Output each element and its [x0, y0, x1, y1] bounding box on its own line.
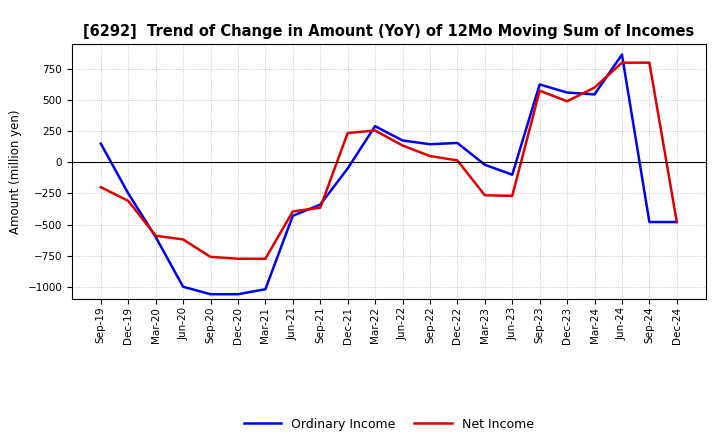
Ordinary Income — [672, 220, 681, 225]
Ordinary Income — [233, 292, 242, 297]
Title: [6292]  Trend of Change in Amount (YoY) of 12Mo Moving Sum of Incomes: [6292] Trend of Change in Amount (YoY) o… — [84, 24, 694, 39]
Net Income — [480, 193, 489, 198]
Net Income — [672, 220, 681, 225]
Ordinary Income — [590, 92, 599, 97]
Net Income — [398, 143, 407, 148]
Ordinary Income — [343, 166, 352, 171]
Net Income — [206, 254, 215, 260]
Ordinary Income — [563, 90, 572, 95]
Ordinary Income — [124, 191, 132, 196]
Net Income — [289, 209, 297, 214]
Ordinary Income — [398, 138, 407, 143]
Net Income — [151, 233, 160, 238]
Net Income — [645, 60, 654, 65]
Ordinary Income — [96, 141, 105, 146]
Ordinary Income — [645, 220, 654, 225]
Net Income — [453, 158, 462, 163]
Y-axis label: Amount (million yen): Amount (million yen) — [9, 110, 22, 234]
Net Income — [508, 193, 516, 198]
Ordinary Income — [426, 142, 434, 147]
Net Income — [426, 154, 434, 159]
Line: Ordinary Income: Ordinary Income — [101, 55, 677, 294]
Ordinary Income — [316, 202, 325, 207]
Ordinary Income — [480, 162, 489, 167]
Net Income — [536, 88, 544, 93]
Ordinary Income — [536, 82, 544, 87]
Net Income — [563, 99, 572, 104]
Legend: Ordinary Income, Net Income: Ordinary Income, Net Income — [239, 413, 539, 436]
Ordinary Income — [261, 286, 270, 292]
Net Income — [343, 130, 352, 136]
Ordinary Income — [453, 140, 462, 146]
Ordinary Income — [508, 172, 516, 177]
Net Income — [233, 256, 242, 261]
Net Income — [316, 205, 325, 210]
Net Income — [96, 184, 105, 190]
Net Income — [371, 128, 379, 133]
Ordinary Income — [179, 284, 187, 290]
Line: Net Income: Net Income — [101, 62, 677, 259]
Net Income — [124, 198, 132, 203]
Ordinary Income — [289, 213, 297, 218]
Ordinary Income — [206, 292, 215, 297]
Ordinary Income — [371, 124, 379, 129]
Net Income — [261, 256, 270, 261]
Ordinary Income — [618, 52, 626, 57]
Net Income — [590, 85, 599, 90]
Net Income — [179, 237, 187, 242]
Ordinary Income — [151, 235, 160, 240]
Net Income — [618, 60, 626, 65]
